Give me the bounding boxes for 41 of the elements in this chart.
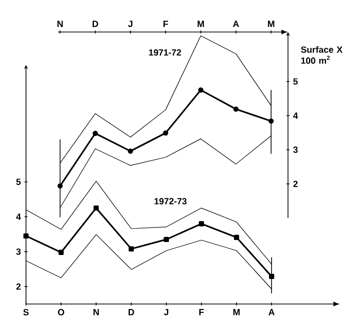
x-tick-label: D: [128, 309, 134, 316]
y-tick-label: 4: [16, 214, 21, 220]
point: [198, 221, 204, 226]
x-tick-label: D: [92, 20, 98, 27]
point: [128, 246, 134, 252]
point: [233, 106, 239, 112]
point: [58, 250, 64, 255]
y-tick-label: 5: [293, 78, 298, 85]
text: 1972-73: [154, 198, 187, 204]
y-axis-title: Surface X 100 m$^{2}$: [300, 46, 342, 64]
point: [234, 234, 240, 240]
x-tick-label: A: [232, 20, 239, 27]
x-tick-label: A: [268, 309, 275, 316]
point: [163, 130, 168, 136]
y-tick-label: 2: [293, 180, 298, 187]
point: [58, 183, 63, 189]
y-tick-label: 2: [16, 283, 21, 290]
y-tick-label: 3: [16, 248, 21, 255]
point: [164, 236, 169, 242]
x-tick-label: N: [94, 309, 99, 316]
x-tick-label: M: [233, 309, 240, 316]
point: [94, 205, 99, 211]
point: [128, 148, 134, 154]
point: [92, 130, 98, 136]
x-tick-label: O: [58, 309, 64, 316]
x-tick-label: F: [163, 20, 168, 27]
x-tick-label: J: [128, 20, 132, 27]
x-tick-label: S: [23, 309, 29, 316]
y-tick-label: 3: [293, 146, 298, 153]
x-tick-label: M: [198, 20, 204, 27]
x-tick-label: N: [57, 20, 63, 27]
text: 1971-72: [149, 49, 182, 56]
y-tick-label: 5: [16, 178, 21, 186]
x-tick-label: J: [164, 309, 168, 316]
point: [269, 274, 274, 280]
y-tick-label: 4: [293, 112, 298, 119]
x-tick-label: F: [199, 309, 204, 316]
x-tick-label: M: [268, 20, 274, 27]
point: [23, 233, 29, 239]
point: [268, 118, 274, 124]
point: [198, 87, 204, 93]
